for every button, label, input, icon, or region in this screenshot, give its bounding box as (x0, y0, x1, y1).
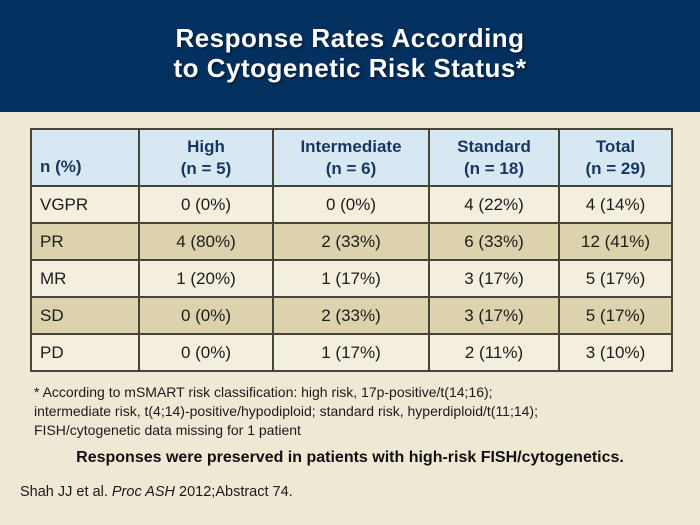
cell-value: 0 (0%) (138, 333, 274, 372)
footnote-line-1: * According to mSMART risk classificatio… (34, 384, 493, 400)
row-label: SD (30, 296, 140, 335)
table-row-pr: PR 4 (80%) 2 (33%) 6 (33%) 12 (41%) (30, 222, 673, 261)
page-title-line-2: to Cytogenetic Risk Status* (173, 53, 527, 83)
page-title-line-1: Response Rates According (175, 23, 525, 53)
table-row-sd: SD 0 (0%) 2 (33%) 3 (17%) 5 (17%) (30, 296, 673, 335)
column-header-label: Standard (457, 136, 531, 156)
footnote-line-3: FISH/cytogenetic data missing for 1 pati… (34, 422, 301, 438)
column-header-label: Total (595, 136, 636, 156)
column-header-n-pct: n (%) (30, 128, 140, 187)
footnote: * According to mSMART risk classificatio… (34, 383, 674, 440)
row-label: PR (30, 222, 140, 261)
cell-value: 3 (17%) (428, 259, 560, 298)
column-header-total: Total (n = 29) (558, 128, 673, 187)
row-label: PD (30, 333, 140, 372)
cell-value: 0 (0%) (272, 185, 430, 224)
cell-value: 2 (11%) (428, 333, 560, 372)
citation: Shah JJ et al. Proc ASH 2012;Abstract 74… (20, 484, 293, 500)
column-header-count: (n = 5) (180, 158, 232, 178)
cell-value: 0 (0%) (138, 296, 274, 335)
cell-value: 1 (17%) (272, 333, 430, 372)
table-header: n (%) High (n = 5) Intermediate (n = 6) … (30, 128, 673, 187)
table-row-vgpr: VGPR 0 (0%) 0 (0%) 4 (22%) 4 (14%) (30, 185, 673, 224)
citation-detail: 2012;Abstract 74. (175, 484, 293, 500)
cell-value: 0 (0%) (138, 185, 274, 224)
footnote-line-2: intermediate risk, t(4;14)-positive/hypo… (34, 403, 538, 419)
cell-value: 1 (17%) (272, 259, 430, 298)
row-label: VGPR (30, 185, 140, 224)
cell-value: 4 (22%) (428, 185, 560, 224)
table-row-mr: MR 1 (20%) 1 (17%) 3 (17%) 5 (17%) (30, 259, 673, 298)
cell-value: 2 (33%) (272, 222, 430, 261)
column-header-count: (n = 29) (585, 158, 646, 178)
key-message: Responses were preserved in patients wit… (76, 449, 624, 466)
response-rates-table: n (%) High (n = 5) Intermediate (n = 6) … (30, 128, 673, 372)
column-header-intermediate: Intermediate (n = 6) (272, 128, 430, 187)
cell-value: 6 (33%) (428, 222, 560, 261)
column-header-count: (n = 18) (464, 158, 524, 178)
citation-source: Proc ASH (111, 484, 176, 500)
column-header-count: (n = 6) (325, 158, 377, 178)
table-row-pd: PD 0 (0%) 1 (17%) 2 (11%) 3 (10%) (30, 333, 673, 372)
row-label: MR (30, 259, 140, 298)
cell-value: 4 (14%) (558, 185, 673, 224)
cell-value: 4 (80%) (138, 222, 274, 261)
cell-value: 5 (17%) (558, 259, 673, 298)
cell-value: 3 (10%) (558, 333, 673, 372)
citation-authors: Shah JJ et al. (20, 484, 112, 500)
title-band: Response Rates According to Cytogenetic … (0, 0, 700, 112)
column-header-label: Intermediate (300, 136, 402, 156)
page-title: Response Rates According to Cytogenetic … (0, 0, 700, 83)
cell-value: 1 (20%) (138, 259, 274, 298)
table-header-row: n (%) High (n = 5) Intermediate (n = 6) … (30, 128, 673, 187)
cell-value: 12 (41%) (558, 222, 673, 261)
table-body: VGPR 0 (0%) 0 (0%) 4 (22%) 4 (14%) PR 4 … (30, 185, 673, 372)
cell-value: 3 (17%) (428, 296, 560, 335)
cell-value: 5 (17%) (558, 296, 673, 335)
column-header-high: High (n = 5) (138, 128, 274, 187)
cell-value: 2 (33%) (272, 296, 430, 335)
column-header-label: High (187, 136, 225, 156)
column-header-standard: Standard (n = 18) (428, 128, 560, 187)
